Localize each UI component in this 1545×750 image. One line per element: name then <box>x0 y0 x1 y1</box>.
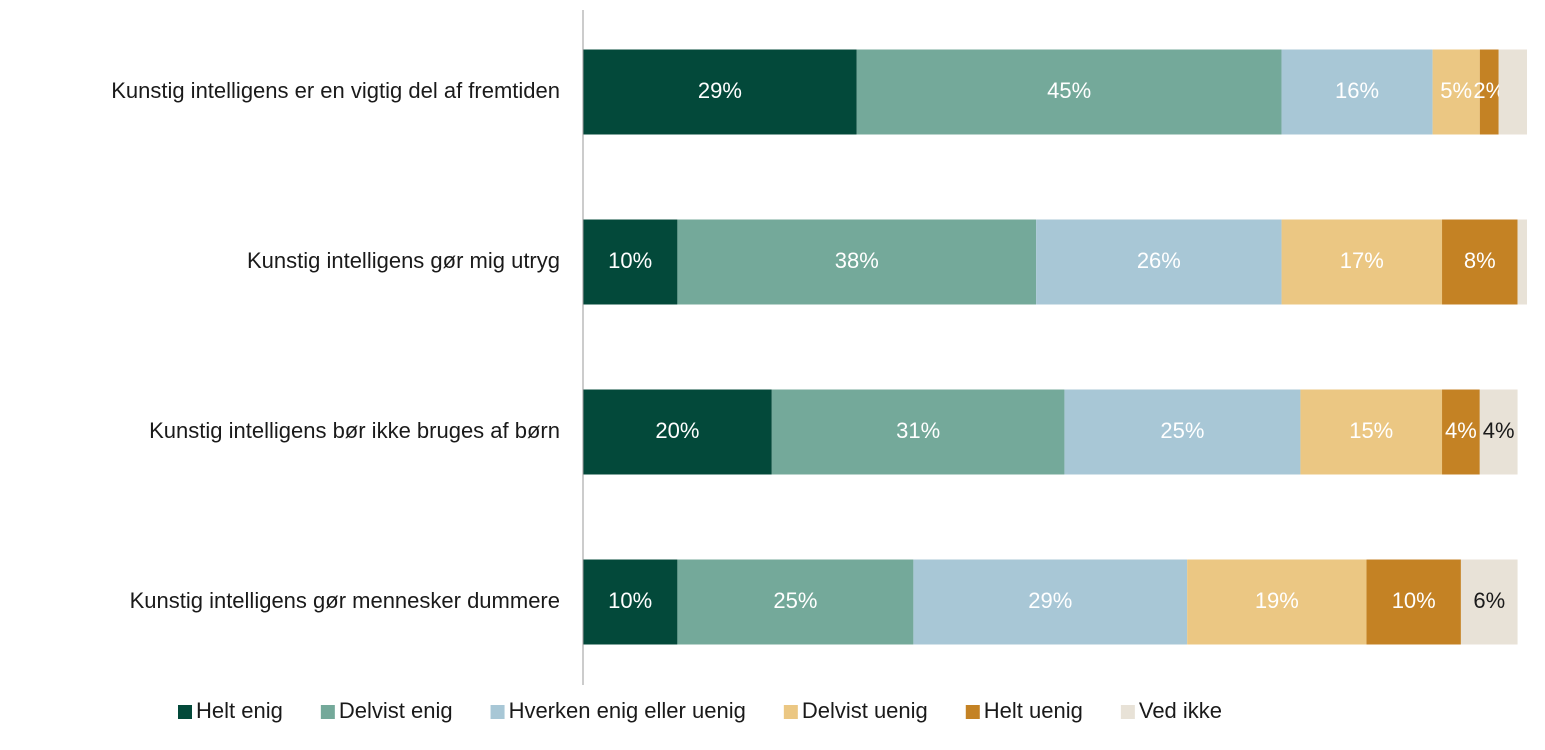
data-label: 45% <box>1047 78 1091 103</box>
data-label: 10% <box>608 248 652 273</box>
data-label: 10% <box>1392 588 1436 613</box>
data-label: 19% <box>1255 588 1299 613</box>
bar-segment <box>583 49 857 135</box>
data-label: 29% <box>698 78 742 103</box>
legend-label: Delvist uenig <box>802 698 928 723</box>
category-label: Kunstig intelligens gør mennesker dummer… <box>130 588 560 613</box>
bar-segment <box>1479 49 1499 135</box>
legend-label: Helt uenig <box>984 698 1083 723</box>
bar-segment <box>913 559 1188 645</box>
data-label: 17% <box>1340 248 1384 273</box>
data-label: 8% <box>1464 248 1496 273</box>
legend-swatch <box>1120 705 1135 719</box>
category-label: Kunstig intelligens er en vigtig del af … <box>111 78 560 103</box>
bar-segment <box>1442 219 1518 305</box>
data-label: 16% <box>1335 78 1379 103</box>
bar-segment <box>1460 559 1518 645</box>
legend-label: Hverken enig eller uenig <box>509 698 746 723</box>
legend-label: Helt enig <box>196 698 283 723</box>
bar-segment <box>1366 559 1461 645</box>
data-label: 20% <box>655 418 699 443</box>
data-label: 10% <box>608 588 652 613</box>
legend-label: Ved ikke <box>1139 698 1222 723</box>
bar-segment <box>1187 559 1367 645</box>
bar-segment <box>1498 49 1527 135</box>
data-label: 38% <box>835 248 879 273</box>
category-label: Kunstig intelligens gør mig utryg <box>247 248 560 273</box>
bar-segment <box>677 219 1037 305</box>
data-label: 4% <box>1445 418 1477 443</box>
bar-segment <box>1479 389 1518 475</box>
bar-segment <box>1432 49 1480 135</box>
data-label: 6% <box>1473 588 1505 613</box>
data-label: 5% <box>1440 78 1472 103</box>
bar-segment <box>677 559 914 645</box>
legend-label: Delvist enig <box>339 698 453 723</box>
legend-swatch <box>783 705 798 719</box>
bar-segment <box>1036 219 1282 305</box>
bar-segment <box>771 389 1065 475</box>
bar-segment <box>583 559 678 645</box>
data-label: 4% <box>1483 418 1515 443</box>
data-label: 31% <box>896 418 940 443</box>
bar-segment <box>1281 219 1443 305</box>
bar-segment <box>583 219 678 305</box>
data-label: 26% <box>1137 248 1181 273</box>
legend-swatch <box>490 705 505 719</box>
bar-segment <box>1517 219 1527 305</box>
bar-segment <box>1281 49 1433 135</box>
data-label: 15% <box>1349 418 1393 443</box>
bar-segment <box>583 389 772 475</box>
legend-swatch <box>178 705 192 719</box>
category-label: Kunstig intelligens bør ikke bruges af b… <box>149 418 560 443</box>
data-label: 25% <box>773 588 817 613</box>
legend-swatch <box>320 705 335 719</box>
bar-segment <box>1300 389 1443 475</box>
data-label: 29% <box>1028 588 1072 613</box>
data-label: 25% <box>1160 418 1204 443</box>
bar-segment <box>1064 389 1301 475</box>
bar-segment <box>1442 389 1480 475</box>
bar-segment <box>856 49 1282 135</box>
legend-swatch <box>965 705 980 719</box>
